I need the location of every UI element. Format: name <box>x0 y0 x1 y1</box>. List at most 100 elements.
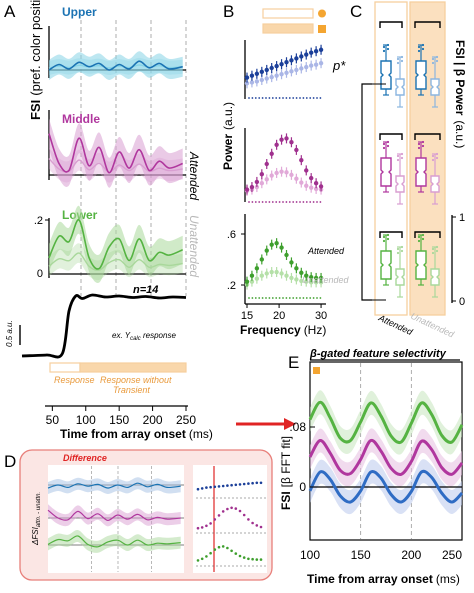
panel-b-middle-attended-point <box>294 147 299 153</box>
panel-b-middle-unattended-point <box>274 170 279 176</box>
panel-b-lower-unattended-point <box>254 276 260 281</box>
panel-b-upper-attended-point <box>304 52 309 57</box>
panel-b-middle-significance-dot <box>265 201 267 203</box>
panel-d-spectrum-point <box>217 485 221 488</box>
panel-d-difference-spectra <box>196 466 266 572</box>
panel-e-square-marker <box>313 367 320 374</box>
panel-d-spectrum-point <box>221 484 225 488</box>
panel-d-title: Difference <box>63 453 107 463</box>
panel-b-lower-unattended-point <box>294 277 299 282</box>
panel-d-spectrum-point <box>259 525 263 529</box>
panel-b-lower-significance-dot <box>265 297 267 299</box>
panel-a-response-line <box>21 293 187 359</box>
panel-d-spectrum-point <box>234 483 238 487</box>
panel-a-upper-series <box>48 51 183 81</box>
panel-b-lower-unattended-point <box>299 278 304 284</box>
panel-b-lower-spectrum <box>244 238 324 299</box>
panel-b-upper-attended-point <box>249 73 255 78</box>
panel-b-middle-significance-dot <box>309 201 312 203</box>
panel-b-upper-unattended-point <box>304 64 309 70</box>
panel-b-lower-unattended-point <box>284 273 289 278</box>
panel-d-spectrum-point <box>251 557 254 561</box>
panel-b-upper-significance-dot <box>292 97 295 99</box>
panel-b-middle-attended-point <box>249 184 255 190</box>
panel-d-spectrum-point <box>230 506 233 510</box>
panel-c-outlier <box>400 55 404 59</box>
panel-b-legend-transient-bar <box>262 23 314 34</box>
panel-c-outlier <box>400 152 404 156</box>
panel-d-spectra-area <box>193 465 267 573</box>
panel-e-lower-band <box>310 390 462 455</box>
panel-b-lower-attended-point <box>264 248 269 253</box>
panel-c-attended-label: Attended <box>376 312 415 337</box>
panel-d-spectrum-point <box>242 482 246 486</box>
panel-a-xticks: 50 100 150 200 250 <box>46 406 196 427</box>
panel-b-lower-significance-dot <box>319 297 322 299</box>
panel-d-spectrum-point <box>205 524 208 528</box>
panel-b-lower-significance-dot <box>288 297 291 299</box>
panel-e-title: β-gated feature selectivity <box>309 348 447 360</box>
panel-b-middle-attended-point <box>254 179 260 185</box>
panel-e-lower-line <box>308 400 464 445</box>
panel-d-spectrum-point <box>234 552 238 555</box>
panel-a-epoch-transient-label-1: Response without <box>100 375 172 385</box>
panel-b-upper-attended-point <box>244 75 250 80</box>
panel-b-middle-unattended-point <box>308 185 314 190</box>
panel-a-epoch-response-bar <box>49 362 81 373</box>
panel-c: C p* 1 0 FSI | β Power(a.u.) Attended Un… <box>332 1 467 340</box>
panel-e-xticks: 100 150 200 250 <box>300 548 462 562</box>
panel-b-upper-significance-dot <box>309 97 312 99</box>
panel-b-middle-attended-point <box>269 151 274 156</box>
panel-b-middle-unattended-point <box>259 181 265 186</box>
panel-b-middle-significance-dot <box>312 201 315 203</box>
panel-a-response-label: ex. Ycalc response <box>112 331 176 342</box>
panel-b-middle-unattended-point <box>304 183 309 188</box>
panel-b-xtick-label: 30 <box>315 310 327 322</box>
panel-d-spectrum-point <box>259 481 263 485</box>
panel-d-spectrum-point <box>196 559 200 562</box>
panel-b-middle-attended-point <box>259 172 265 177</box>
panel-a-response-trace <box>21 293 187 359</box>
panel-b-upper-attended-point <box>318 47 324 52</box>
panel-c-outlier <box>396 158 400 162</box>
panel-b-middle-attended-point <box>308 175 314 181</box>
panel-c-outlier <box>417 49 421 53</box>
panel-c-significance-bracket <box>414 133 441 140</box>
panel-b-upper-unattended-point <box>254 79 260 84</box>
panel-b-upper-unattended-point <box>299 66 304 71</box>
panel-b-upper-significance-dot <box>254 97 257 99</box>
panel-b: B Power(a.u.) .6 .2 Attended Unattended … <box>221 2 350 337</box>
panel-d-spectrum-point <box>251 521 254 525</box>
panel-c-outlier <box>386 144 390 148</box>
panel-b-upper-unattended-point <box>318 61 324 66</box>
panel-b-upper-significance-dot <box>278 97 281 99</box>
panel-c-outlier <box>382 142 386 146</box>
panel-b-upper-significance-dot <box>268 97 271 99</box>
panel-b-xlabel: Frequency (Hz) <box>240 323 326 337</box>
panel-b-middle-attended-point <box>289 140 294 145</box>
panel-e-letter: E <box>288 353 299 372</box>
panel-d-spectrum-point <box>200 557 204 561</box>
panel-a-ytick-02: .2 <box>34 215 43 227</box>
panel-b-middle-significance-dot <box>278 201 281 203</box>
panel-d-lower-band <box>48 529 181 553</box>
panel-b-middle-significance-dot <box>248 201 250 203</box>
panel-b-upper-unattended-point <box>259 77 265 83</box>
panel-c-outlier <box>417 239 421 243</box>
panel-a-ylabel: FSI(pref. color positive) <box>28 0 43 120</box>
panel-b-attended-label: Attended <box>307 246 345 256</box>
panel-b-lower-unattended-point <box>308 280 314 285</box>
panel-d: D Difference ΔFSIattn. - unattn. <box>4 449 273 581</box>
panel-d-middle-band <box>48 504 181 527</box>
panel-d-spectrum-point <box>251 481 254 485</box>
panel-c-outlier <box>431 154 435 158</box>
panel-b-upper-unattended-point <box>313 62 319 67</box>
panel-b-lower-unattended-point <box>279 271 284 276</box>
panel-b-upper-significance-dot <box>275 97 278 99</box>
panel-a-lower-attended-band <box>49 205 183 283</box>
panel-b-lower-unattended-point <box>274 269 279 275</box>
panel-c-outlier <box>400 59 404 63</box>
panel-c-significance-bracket <box>379 231 403 238</box>
connector-arrowhead <box>284 418 296 430</box>
